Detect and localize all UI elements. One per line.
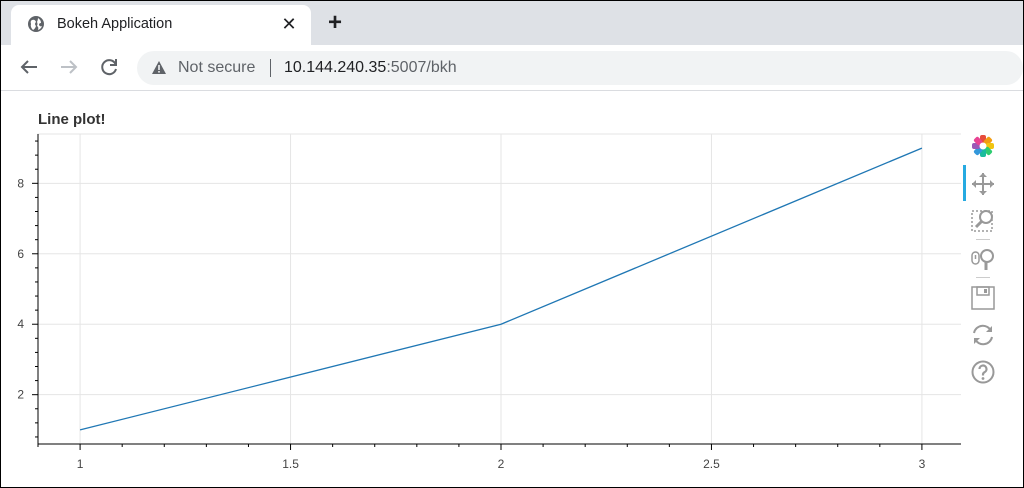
save-icon[interactable] <box>970 285 996 311</box>
url-path: :5007/bkh <box>386 59 457 76</box>
x-tick-label: 3 <box>919 457 926 471</box>
box-zoom-icon[interactable] <box>970 207 996 233</box>
security-label[interactable]: Not secure <box>178 59 256 76</box>
active-tool-indicator <box>963 165 966 201</box>
grid <box>38 134 961 444</box>
plus-icon[interactable]: + <box>327 9 342 36</box>
series-layer <box>79 147 923 431</box>
wheel-zoom-icon[interactable] <box>970 246 996 272</box>
x-tick-label: 2 <box>498 457 505 471</box>
plot-title: Line plot! <box>38 111 106 128</box>
url-text[interactable]: 10.144.240.35:5007/bkh <box>284 59 457 77</box>
omnibox-divider <box>270 59 271 77</box>
browser-tab[interactable]: Bokeh Application ✕ <box>11 5 311 45</box>
series-line <box>79 147 923 431</box>
y-tick-label: 8 <box>17 176 24 190</box>
bokeh-logo-icon[interactable] <box>970 133 996 159</box>
tab-title: Bokeh Application <box>57 16 173 32</box>
close-icon[interactable]: ✕ <box>281 14 297 34</box>
axes <box>32 134 961 450</box>
tool-separator <box>976 239 990 240</box>
back-arrow-icon[interactable] <box>17 55 41 79</box>
warning-icon <box>152 61 166 74</box>
reset-icon[interactable] <box>970 322 996 348</box>
tool-separator <box>976 277 990 278</box>
address-bar[interactable]: Not secure 10.144.240.35:5007/bkh <box>137 51 1023 85</box>
url-host: 10.144.240.35 <box>284 59 387 76</box>
x-tick-label: 2.5 <box>703 457 720 471</box>
globe-icon <box>28 16 44 32</box>
pan-icon[interactable] <box>970 171 996 197</box>
line-chart[interactable]: 1 1.5 2 2.5 3 2 4 6 8 <box>1 91 961 487</box>
x-tick-label: 1 <box>77 457 84 471</box>
y-tick-label: 2 <box>17 388 24 402</box>
x-tick-label: 1.5 <box>282 457 299 471</box>
tab-strip: Bokeh Application ✕ + <box>1 1 1023 45</box>
tick-labels: 1 1.5 2 2.5 3 2 4 6 8 <box>17 176 925 471</box>
reload-icon[interactable] <box>97 55 121 79</box>
y-tick-label: 6 <box>17 247 24 261</box>
forward-arrow-icon[interactable] <box>57 55 81 79</box>
plot-frame <box>37 133 961 445</box>
y-tick-label: 4 <box>17 317 24 331</box>
help-icon[interactable] <box>970 359 996 385</box>
browser-toolbar: Not secure 10.144.240.35:5007/bkh <box>1 45 1023 91</box>
